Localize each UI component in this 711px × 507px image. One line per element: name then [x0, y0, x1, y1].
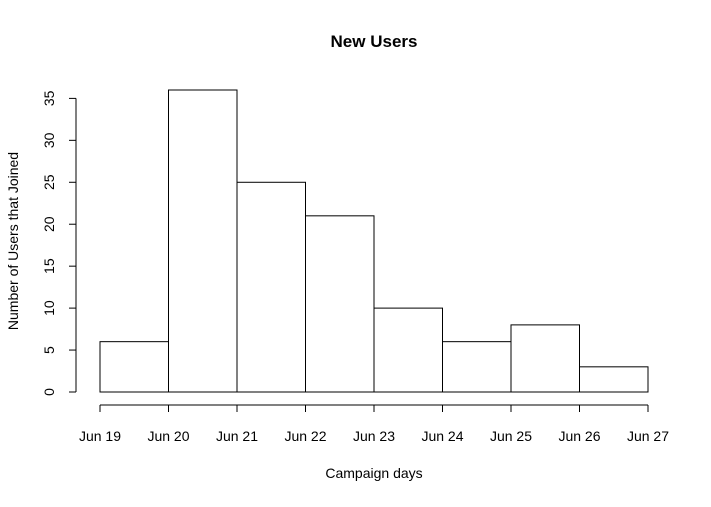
x-tick-label: Jun 26: [558, 428, 600, 444]
y-tick-label: 5: [41, 346, 57, 354]
histogram-bar-3: [236, 181, 306, 393]
y-tick-label: 10: [41, 300, 57, 316]
x-tick-label: Jun 22: [284, 428, 326, 444]
histogram-bar-2: [168, 89, 238, 393]
x-tick-label: Jun 24: [421, 428, 463, 444]
histogram-bar-4: [305, 215, 375, 393]
histogram-bar-5: [373, 307, 443, 393]
histogram-bar-6: [442, 341, 512, 393]
bars-group: [99, 89, 649, 393]
y-tick-label: 20: [41, 216, 57, 232]
x-axis: Jun 19 Jun 20 Jun 21 Jun 22 Jun 23 Jun 24 Jun …: [79, 404, 669, 444]
histogram-bar-7: [510, 324, 580, 393]
y-tick-label: 35: [41, 90, 57, 106]
y-tick-label: 30: [41, 132, 57, 148]
histogram-bar-1: [99, 341, 169, 393]
x-tick-label: Jun 27: [627, 428, 669, 444]
x-tick-label: Jun 19: [79, 428, 121, 444]
x-tick-label: Jun 23: [353, 428, 395, 444]
y-tick-label: 15: [41, 258, 57, 274]
histogram-bar-8: [579, 366, 649, 393]
x-axis-label: Campaign days: [325, 465, 422, 481]
y-tick-label: 25: [41, 174, 57, 190]
chart-title: New Users: [331, 32, 418, 51]
x-tick-label: Jun 21: [216, 428, 258, 444]
y-axis-label: Number of Users that Joined: [5, 152, 21, 330]
y-tick-label: 0: [41, 388, 57, 396]
y-axis: 0 5 10 15 20 25 30 35: [41, 90, 77, 396]
x-tick-label: Jun 20: [147, 428, 189, 444]
x-tick-label: Jun 25: [490, 428, 532, 444]
